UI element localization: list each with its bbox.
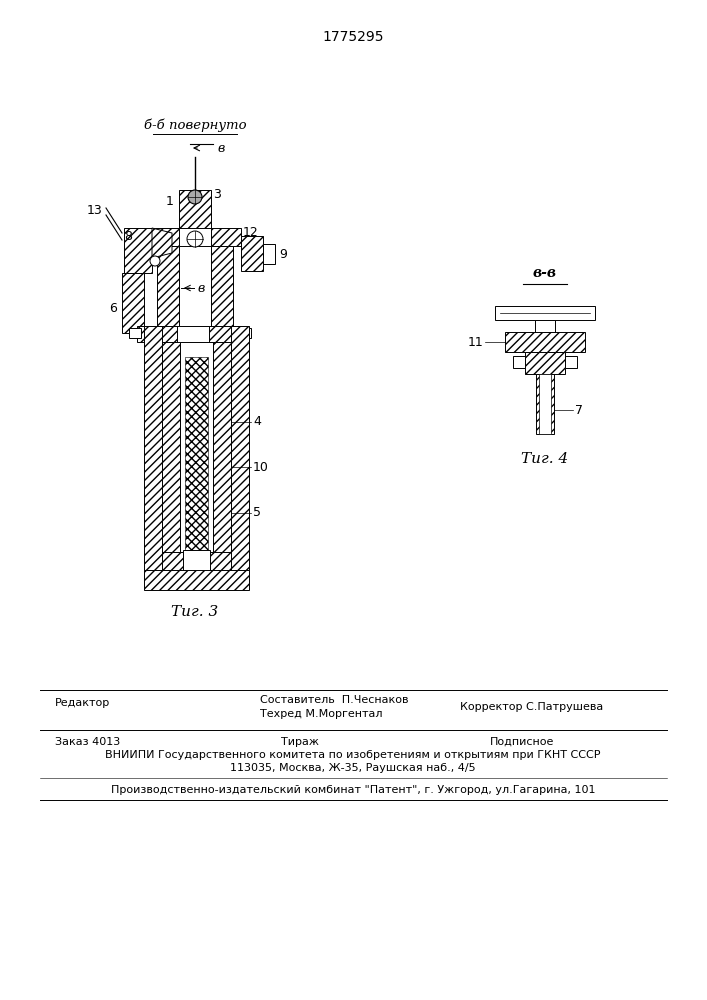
Bar [209, 326, 244, 342]
Text: 1775295: 1775295 [322, 30, 384, 44]
Text: в: в [197, 282, 204, 294]
Text: 10: 10 [253, 461, 269, 474]
Bar [149, 228, 179, 246]
Text: 13: 13 [86, 204, 102, 217]
Text: 1: 1 [166, 195, 174, 208]
Bar [157, 552, 236, 570]
Text: Τиг. 3: Τиг. 3 [171, 605, 218, 619]
Bar [180, 342, 213, 570]
Text: в: в [217, 141, 224, 154]
Text: 8: 8 [124, 230, 132, 242]
Bar [129, 328, 141, 338]
Bar [513, 356, 525, 368]
Bar [185, 357, 208, 560]
Text: 113035, Москва, Ж-35, Раушская наб., 4/5: 113035, Москва, Ж-35, Раушская наб., 4/5 [230, 763, 476, 773]
Bar [144, 570, 249, 590]
Bar [211, 228, 241, 246]
Bar [241, 236, 263, 271]
Text: Τиг. 4: Τиг. 4 [521, 452, 568, 466]
Bar [539, 374, 551, 434]
Bar [536, 374, 554, 434]
Bar [122, 273, 144, 333]
Bar [525, 352, 565, 374]
Text: 11: 11 [467, 336, 483, 349]
Bar [565, 356, 577, 368]
Bar [263, 244, 275, 264]
Bar [157, 246, 179, 326]
Polygon shape [152, 228, 172, 258]
Text: Подписное: Подписное [490, 737, 554, 747]
Text: Тираж: Тираж [281, 737, 319, 747]
Text: Техред М.Моргентал: Техред М.Моргентал [260, 709, 382, 719]
Text: 6: 6 [109, 302, 117, 314]
Bar [495, 306, 595, 320]
Text: Заказ 4013: Заказ 4013 [55, 737, 120, 747]
Bar [239, 328, 251, 338]
Bar [162, 342, 180, 570]
Bar [211, 246, 233, 326]
Bar [137, 326, 177, 342]
Bar [179, 190, 211, 228]
Text: б-б повернуто: б-б повернуто [144, 118, 246, 132]
Text: в-в: в-в [533, 266, 557, 280]
Text: 3: 3 [213, 188, 221, 200]
Bar [144, 326, 162, 570]
Circle shape [188, 190, 202, 204]
Bar [505, 332, 585, 352]
Bar [179, 246, 211, 326]
Bar [213, 342, 231, 570]
Text: ВНИИПИ Государственного комитета по изобретениям и открытиям при ГКНТ СССР: ВНИИПИ Государственного комитета по изоб… [105, 750, 601, 760]
Text: 12: 12 [243, 227, 259, 239]
Text: Корректор С.Патрушева: Корректор С.Патрушева [460, 702, 603, 712]
Text: 5: 5 [253, 506, 261, 520]
Circle shape [187, 231, 203, 247]
Text: Составитель  П.Чеснаков: Составитель П.Чеснаков [260, 695, 409, 705]
Text: Редактор: Редактор [55, 698, 110, 708]
Text: 4: 4 [253, 415, 261, 428]
Text: 7: 7 [575, 403, 583, 416]
Bar [124, 228, 152, 273]
Text: Производственно-издательский комбинат "Патент", г. Ужгород, ул.Гагарина, 101: Производственно-издательский комбинат "П… [111, 785, 595, 795]
Circle shape [150, 256, 160, 266]
Bar [231, 326, 249, 570]
Bar [535, 320, 555, 332]
Text: 9: 9 [279, 247, 287, 260]
Bar [183, 550, 210, 572]
